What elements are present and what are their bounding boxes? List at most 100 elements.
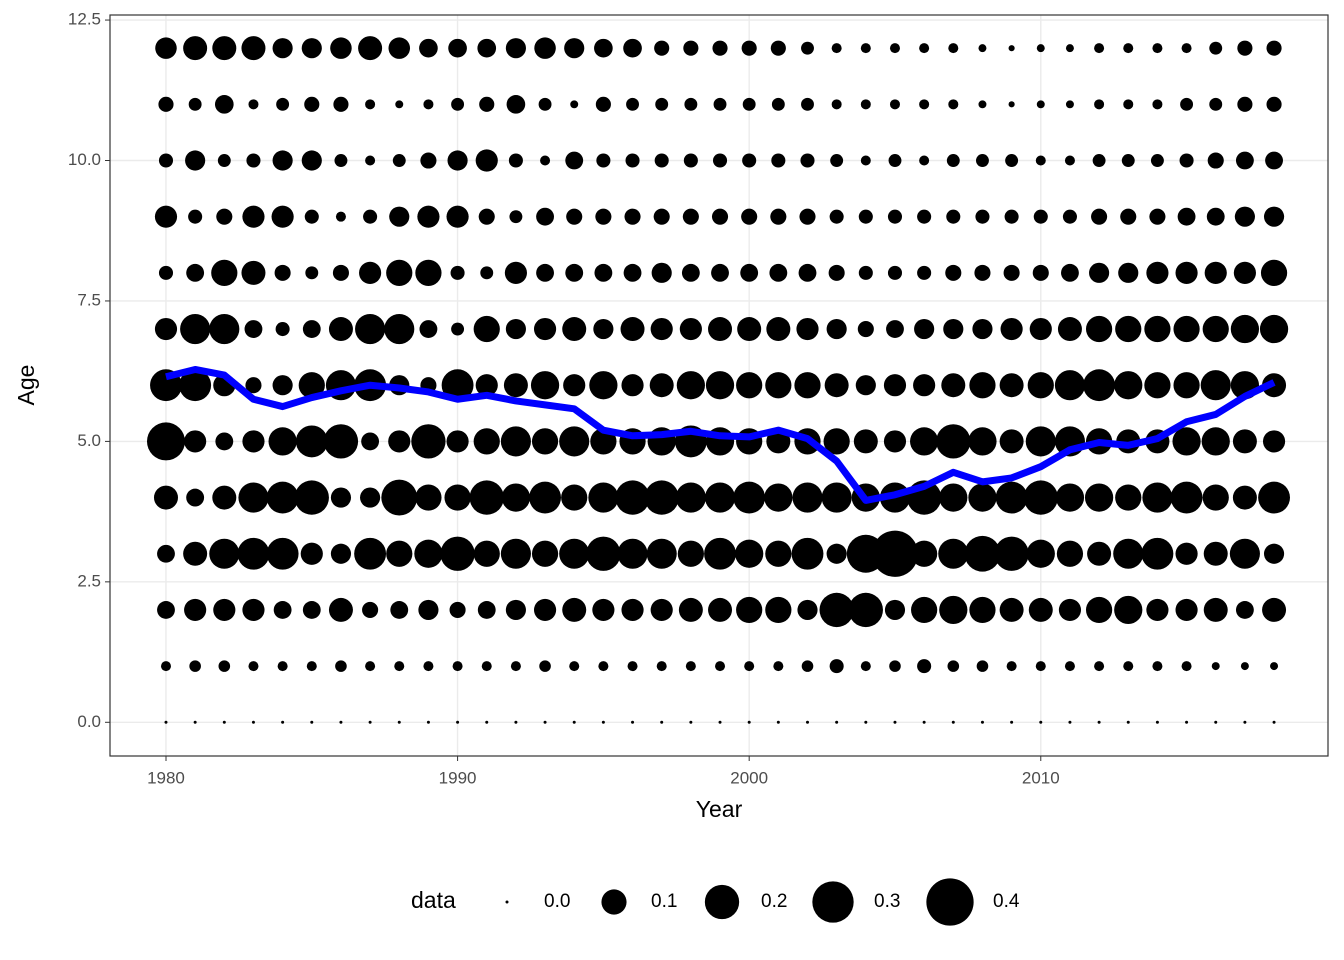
bubble [543,720,547,724]
bubble [744,661,755,672]
bubble [792,482,823,513]
bubble [295,425,328,458]
bubble [1094,99,1105,110]
bubble [419,320,438,338]
bubble [588,482,619,513]
bubble [1085,596,1113,624]
bubble [1141,537,1174,570]
bubble [922,720,926,724]
bubble [153,485,178,510]
bubble [1202,484,1229,511]
bubble [853,429,878,454]
bubble [365,99,376,110]
x-tick-label: 1990 [439,768,477,787]
bubble [271,205,294,228]
bubble [420,152,437,169]
bubble [415,484,442,511]
bubble [452,661,463,672]
bubble [306,661,317,672]
y-tick-label: 7.5 [77,290,101,309]
bubble [1177,207,1196,226]
bubble [718,720,722,724]
bubble [1061,263,1079,282]
bubble [712,153,728,168]
bubble [334,154,348,167]
bubble [1152,99,1163,110]
bubble [155,37,177,59]
bubble [741,208,758,225]
bubble [1204,261,1227,284]
bubble [1181,661,1192,672]
bubble [359,261,382,284]
bubble [447,150,468,171]
bubble [508,153,523,168]
bubble [1033,209,1048,224]
bubble [1170,481,1203,514]
bubble [355,313,386,345]
bubble [1175,261,1198,284]
bubble [948,43,959,54]
bubble [411,424,446,459]
bubble [704,537,736,570]
bubble [1026,539,1055,568]
bubble [188,209,203,224]
bubble [248,661,259,672]
bubble [888,154,902,167]
bubble [826,318,847,340]
bubble [310,720,314,724]
bubble [1114,595,1143,625]
bubble [1094,43,1105,54]
bubble [770,208,787,225]
bubble [974,264,991,281]
bubble [394,661,405,672]
bubble [1233,261,1256,284]
bubble [889,99,900,110]
bubble [562,317,587,342]
bubble [1173,372,1200,399]
bubble [766,317,791,342]
bubble [209,313,240,345]
bubble [1263,206,1285,227]
bubble [975,209,990,224]
bubble [565,263,584,282]
bubble [1115,315,1142,343]
bubble [566,208,583,225]
bubble [503,373,528,398]
bubble [298,372,325,399]
bubble [1230,314,1260,344]
bubble [765,372,792,399]
bubble [1058,598,1082,622]
bubble [1181,43,1192,54]
bubble [860,99,871,110]
bubble [1023,480,1058,515]
bubble [677,540,704,567]
bubble [446,430,469,453]
bubble [595,96,611,112]
bubble [158,96,174,112]
bubble [791,537,824,570]
bubble [824,373,849,398]
bubble [564,38,585,59]
bubble [681,263,700,282]
bubble [1029,317,1052,341]
bubble [533,598,557,622]
bubble [999,597,1024,622]
bubble [1270,662,1279,671]
bubble [631,720,635,724]
bubble [858,209,873,224]
bubble [660,720,664,724]
bubble [678,597,703,622]
bubble [995,481,1028,514]
bubble [1209,97,1223,111]
legend-label: 0.0 [544,891,570,912]
bubble [266,481,299,514]
bubble [529,481,561,514]
bubble [1234,206,1255,227]
bubble [242,598,265,622]
bubble [1083,369,1116,402]
bubble [771,97,785,111]
bubble [887,265,903,280]
bubble [741,40,757,56]
bubble [893,720,897,724]
bubble [1087,541,1112,566]
